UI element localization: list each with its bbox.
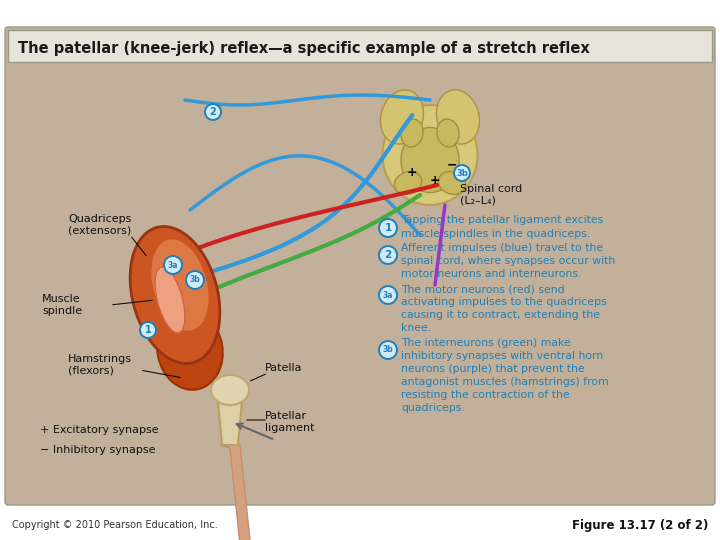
- Text: knee.: knee.: [401, 323, 431, 333]
- Circle shape: [379, 246, 397, 264]
- Text: Tapping the patellar ligament excites: Tapping the patellar ligament excites: [401, 215, 603, 225]
- Text: +: +: [407, 166, 418, 179]
- Text: Copyright © 2010 Pearson Education, Inc.: Copyright © 2010 Pearson Education, Inc.: [12, 520, 217, 530]
- Circle shape: [205, 104, 221, 120]
- Text: Figure 13.17 (2 of 2): Figure 13.17 (2 of 2): [572, 518, 708, 531]
- Ellipse shape: [401, 119, 423, 147]
- Text: inhibitory synapses with ventral horn: inhibitory synapses with ventral horn: [401, 351, 603, 361]
- Text: muscle spindles in the quadriceps.: muscle spindles in the quadriceps.: [401, 229, 590, 239]
- Text: 3b: 3b: [456, 168, 468, 178]
- Ellipse shape: [150, 239, 210, 332]
- Ellipse shape: [436, 90, 480, 144]
- Ellipse shape: [437, 119, 459, 147]
- Text: resisting the contraction of the: resisting the contraction of the: [401, 390, 570, 400]
- Text: The motor neurons (red) send: The motor neurons (red) send: [401, 284, 564, 294]
- Text: activating impulses to the quadriceps: activating impulses to the quadriceps: [401, 297, 607, 307]
- Text: −: −: [446, 159, 457, 172]
- Text: 3a: 3a: [168, 260, 179, 269]
- FancyBboxPatch shape: [5, 27, 715, 505]
- Text: antagonist muscles (hamstrings) from: antagonist muscles (hamstrings) from: [401, 377, 608, 387]
- FancyBboxPatch shape: [8, 30, 712, 62]
- Polygon shape: [220, 445, 255, 540]
- Text: causing it to contract, extending the: causing it to contract, extending the: [401, 310, 600, 320]
- Text: Patellar
ligament: Patellar ligament: [265, 411, 315, 433]
- Ellipse shape: [211, 375, 249, 405]
- Text: + Excitatory synapse: + Excitatory synapse: [40, 425, 158, 435]
- Text: quadriceps.: quadriceps.: [401, 403, 464, 413]
- Text: 1: 1: [145, 325, 151, 335]
- Text: 3a: 3a: [383, 291, 393, 300]
- Text: Quadriceps
(extensors): Quadriceps (extensors): [68, 214, 131, 236]
- Text: 3b: 3b: [382, 346, 393, 354]
- Ellipse shape: [130, 226, 220, 363]
- Text: neurons (purple) that prevent the: neurons (purple) that prevent the: [401, 364, 585, 374]
- Circle shape: [379, 286, 397, 304]
- Circle shape: [379, 341, 397, 359]
- Circle shape: [454, 165, 470, 181]
- Text: 2: 2: [384, 250, 392, 260]
- Polygon shape: [218, 402, 242, 445]
- Ellipse shape: [395, 172, 422, 194]
- Ellipse shape: [155, 267, 185, 333]
- Text: motor neurons and interneurons.: motor neurons and interneurons.: [401, 269, 581, 279]
- Text: Muscle
spindle: Muscle spindle: [42, 294, 82, 316]
- Ellipse shape: [401, 127, 459, 192]
- Ellipse shape: [438, 172, 466, 194]
- Text: 1: 1: [384, 223, 392, 233]
- Ellipse shape: [382, 105, 477, 205]
- Circle shape: [379, 219, 397, 237]
- Circle shape: [140, 322, 156, 338]
- Text: The patellar (knee-jerk) reflex—a specific example of a stretch reflex: The patellar (knee-jerk) reflex—a specif…: [18, 42, 590, 57]
- Text: Patella: Patella: [265, 363, 302, 373]
- Text: spinal cord, where synapses occur with: spinal cord, where synapses occur with: [401, 256, 616, 266]
- Circle shape: [186, 271, 204, 289]
- Text: − Inhibitory synapse: − Inhibitory synapse: [40, 445, 156, 455]
- Text: 3b: 3b: [189, 275, 200, 285]
- Text: +: +: [430, 173, 441, 186]
- Text: Hamstrings
(flexors): Hamstrings (flexors): [68, 354, 132, 376]
- Text: Afferent impulses (blue) travel to the: Afferent impulses (blue) travel to the: [401, 243, 603, 253]
- Text: The interneurons (green) make: The interneurons (green) make: [401, 338, 571, 348]
- Text: 2: 2: [210, 107, 217, 117]
- Ellipse shape: [157, 310, 222, 390]
- Text: Spinal cord
(L₂–L₄): Spinal cord (L₂–L₄): [460, 184, 522, 206]
- Ellipse shape: [380, 90, 423, 144]
- Circle shape: [164, 256, 182, 274]
